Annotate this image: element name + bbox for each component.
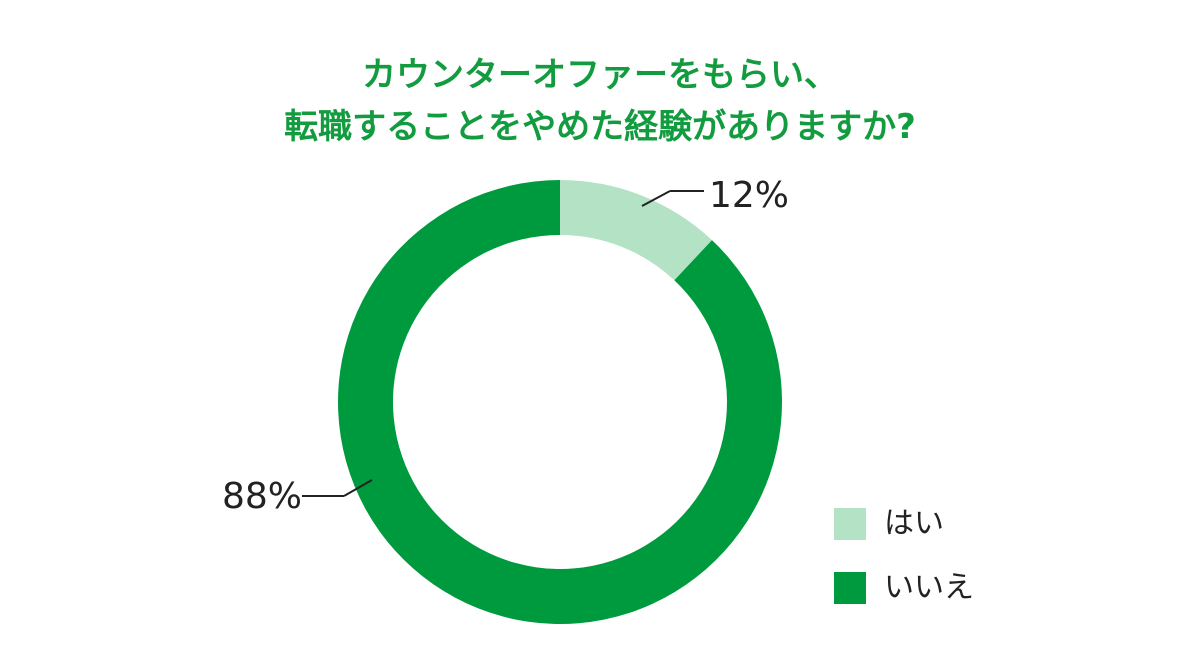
leader-line-yes (641, 190, 671, 207)
donut-slices (338, 180, 782, 624)
legend-item-yes: はい (834, 508, 944, 540)
legend-swatch-yes (834, 508, 866, 540)
slice-no (338, 180, 782, 624)
chart-title-line-1: カウンターオファーをもらい、 (362, 55, 838, 95)
legend-swatch-no (834, 572, 866, 604)
data-label-yes: 12% (709, 175, 790, 216)
slice-yes (560, 180, 712, 281)
chart-title-line-2: 転職することをやめた経験がありますか? (284, 107, 916, 147)
legend-item-no: いいえ (834, 572, 974, 604)
leader-line-no (343, 479, 373, 497)
data-label-no: 88% (222, 476, 303, 517)
legend-label-no: いいえ (884, 570, 974, 605)
legend-label-yes: はい (884, 506, 944, 541)
